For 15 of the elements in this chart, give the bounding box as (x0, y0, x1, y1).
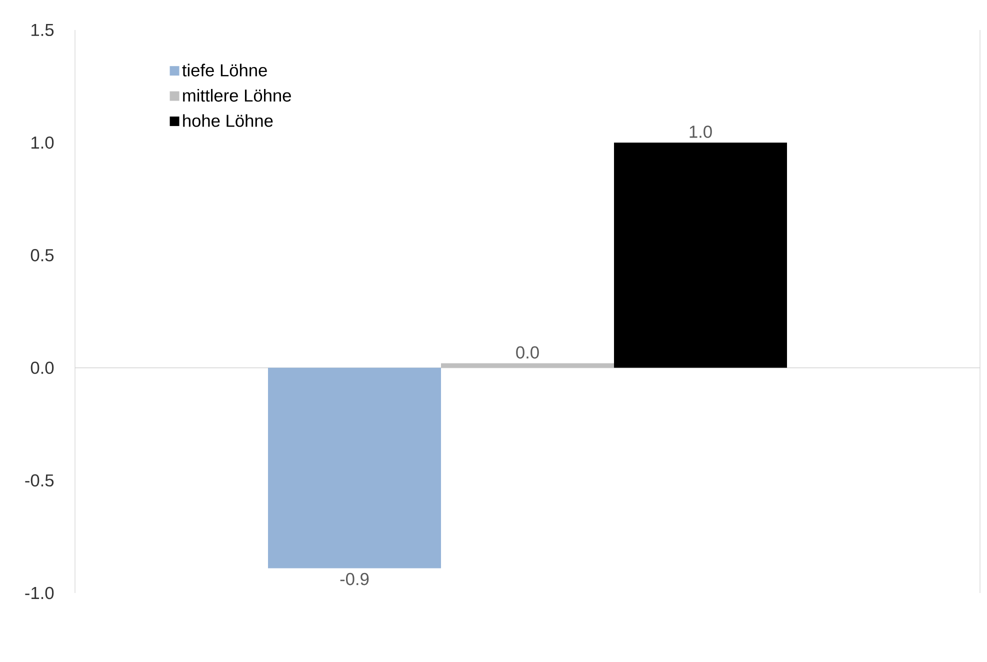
y-tick-label: 1.0 (32, 136, 54, 149)
legend-label: tiefe Löhne (182, 64, 267, 76)
legend-label: hohe Löhne (183, 114, 273, 127)
bar (614, 142, 788, 368)
bar (268, 368, 442, 568)
bar (441, 363, 614, 368)
y-tick-label: 0.0 (30, 362, 54, 374)
data-label: -0.9 (340, 572, 369, 586)
data-label: 0.0 (516, 346, 539, 359)
data-label: 1.0 (690, 126, 712, 138)
y-tick-label: 0.5 (30, 249, 54, 262)
legend-label: mittlere Löhne (183, 88, 291, 102)
y-tick-label: -1.0 (25, 586, 54, 600)
y-tick-label: 1.5 (32, 24, 54, 36)
y-tick-label: -0.5 (25, 474, 54, 487)
